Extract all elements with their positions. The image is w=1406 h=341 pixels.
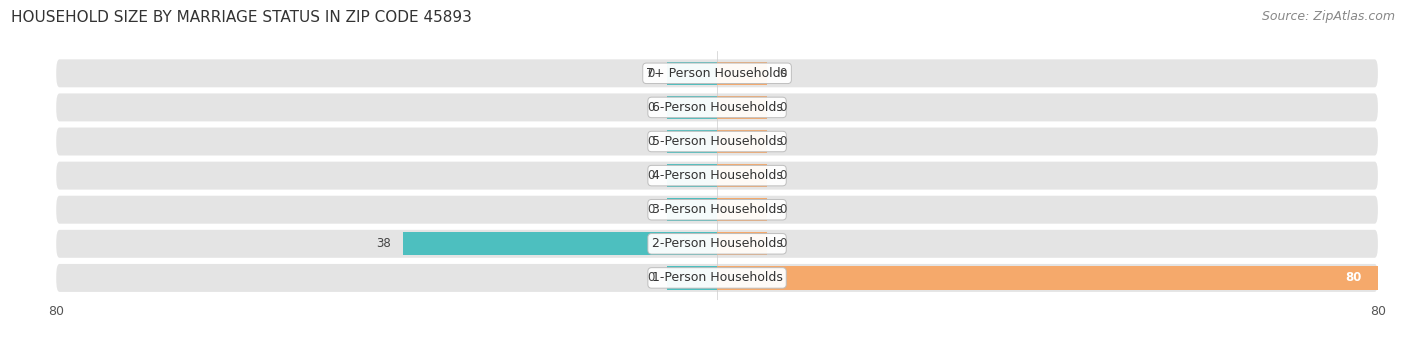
Text: 3-Person Households: 3-Person Households [651,203,783,216]
Text: 0: 0 [779,67,786,80]
FancyBboxPatch shape [56,196,1378,224]
Bar [717,62,766,85]
Text: 0: 0 [779,135,786,148]
Text: 0: 0 [648,169,655,182]
Bar [717,198,766,221]
Text: 2-Person Households: 2-Person Households [651,237,783,250]
Text: 0: 0 [648,67,655,80]
Text: 38: 38 [375,237,391,250]
Bar [668,198,717,221]
Bar [404,232,717,255]
Bar [717,232,766,255]
FancyBboxPatch shape [56,264,1378,292]
Text: 1-Person Households: 1-Person Households [651,271,783,284]
Text: 0: 0 [648,203,655,216]
Bar [668,164,717,187]
FancyBboxPatch shape [56,230,1378,258]
Text: 0: 0 [779,237,786,250]
FancyBboxPatch shape [56,162,1378,190]
FancyBboxPatch shape [56,128,1378,155]
Text: 6-Person Households: 6-Person Households [651,101,783,114]
Bar [717,96,766,119]
Bar [717,130,766,153]
Text: 0: 0 [648,101,655,114]
Text: 4-Person Households: 4-Person Households [651,169,783,182]
Text: 80: 80 [1346,271,1361,284]
Text: 0: 0 [648,271,655,284]
Bar [668,96,717,119]
Text: 7+ Person Households: 7+ Person Households [647,67,787,80]
Bar [668,130,717,153]
Text: HOUSEHOLD SIZE BY MARRIAGE STATUS IN ZIP CODE 45893: HOUSEHOLD SIZE BY MARRIAGE STATUS IN ZIP… [11,10,472,25]
Bar [717,164,766,187]
Text: 0: 0 [779,169,786,182]
Text: 0: 0 [779,101,786,114]
FancyBboxPatch shape [56,93,1378,121]
Text: 5-Person Households: 5-Person Households [651,135,783,148]
Bar [717,266,1378,290]
Bar [668,62,717,85]
Text: 0: 0 [779,203,786,216]
FancyBboxPatch shape [56,59,1378,87]
Text: 0: 0 [648,135,655,148]
Text: Source: ZipAtlas.com: Source: ZipAtlas.com [1261,10,1395,23]
Bar [668,266,717,290]
